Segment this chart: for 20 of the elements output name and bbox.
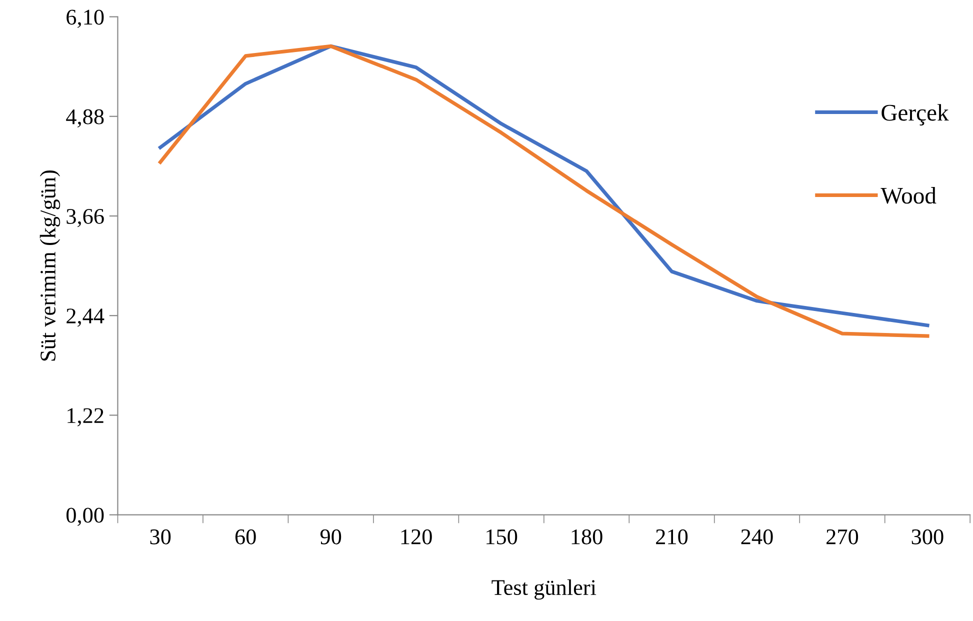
y-tick-label: 2,44 xyxy=(66,308,104,327)
x-tick-label: 180 xyxy=(572,529,602,544)
legend-label: Gerçek xyxy=(882,104,949,126)
x-tick-label: 120 xyxy=(401,529,432,544)
legend-label: Wood xyxy=(880,187,936,204)
x-tick-label: 60 xyxy=(235,529,256,544)
x-tick-label: 240 xyxy=(741,529,773,544)
y-tick-label: 0,00 xyxy=(66,508,104,526)
x-tick-label: 270 xyxy=(826,529,858,544)
y-axis-title: Süt verimim (kg/gün) xyxy=(40,170,60,361)
x-tick-label: 300 xyxy=(912,529,944,544)
x-tick-label: 210 xyxy=(656,529,688,544)
x-tick-label: 90 xyxy=(320,529,342,544)
x-axis-title: Test günleri xyxy=(492,579,596,600)
y-tick-label: 1,22 xyxy=(68,408,104,426)
x-tick-label: 150 xyxy=(486,529,518,544)
y-tick-label: 3,66 xyxy=(66,208,104,228)
y-tick-label: 6,10 xyxy=(66,10,104,28)
y-tick-label: 4,88 xyxy=(66,109,104,128)
x-tick-label: 30 xyxy=(150,529,171,544)
